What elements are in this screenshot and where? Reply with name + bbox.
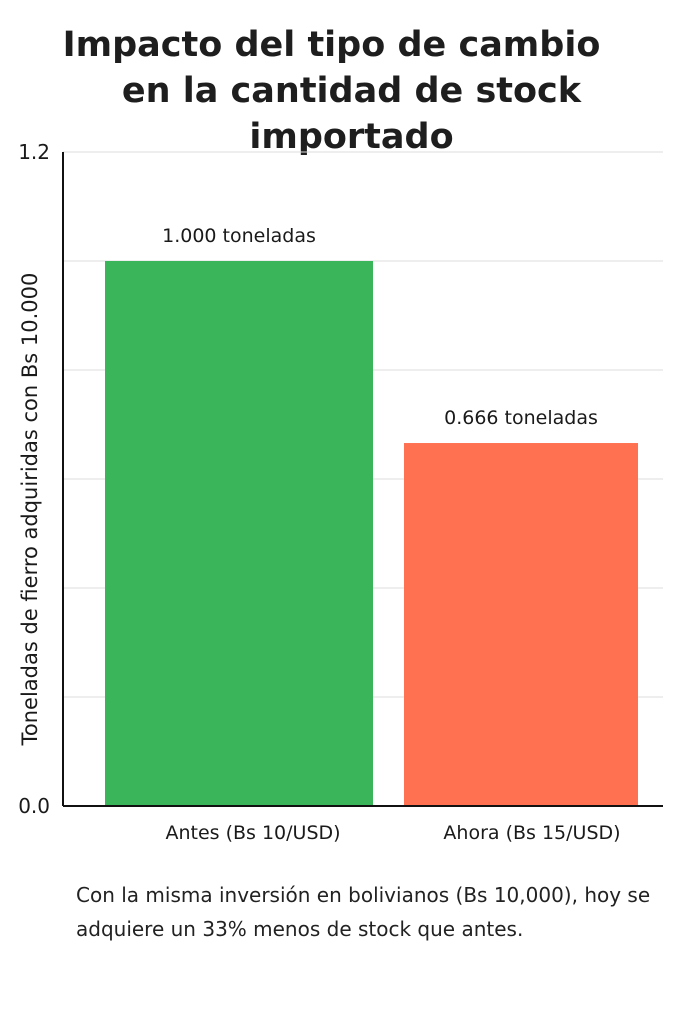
bar-1: [105, 261, 373, 806]
y-tick-labels: 0.0 1.2: [18, 140, 50, 818]
x-tick-labels: Antes (Bs 10/USD) Ahora (Bs 15/USD): [165, 822, 620, 844]
bars: [105, 261, 638, 806]
bar-chart: 0.0 1.2 Antes (Bs 10/USD) Ahora (Bs 15/USD…: [18, 140, 663, 844]
title-line-2: en la cantidad de stock importado: [121, 71, 582, 157]
x-tick-label-2: Ahora (Bs 15/USD): [443, 822, 620, 844]
data-label-2: 0.666 toneladas: [444, 407, 598, 429]
caption-text: Con la misma inversión en bolivianos (Bs…: [76, 883, 651, 941]
data-label-1: 1.000 toneladas: [162, 225, 316, 247]
y-tick-label: 1.2: [18, 140, 50, 164]
y-axis-label: Toneladas de fierro adquiridas con Bs 10…: [18, 273, 42, 747]
y-tick-label: 0.0: [18, 794, 50, 818]
axes: [62, 152, 663, 807]
chart-title: Impacto del tipo de cambio en la cantida…: [0, 22, 683, 160]
title-line-1: Impacto del tipo de cambio: [62, 25, 601, 65]
x-tick-label-1: Antes (Bs 10/USD): [165, 822, 340, 844]
bar-2: [404, 443, 638, 806]
data-labels: 1.000 toneladas 0.666 toneladas: [162, 225, 598, 429]
